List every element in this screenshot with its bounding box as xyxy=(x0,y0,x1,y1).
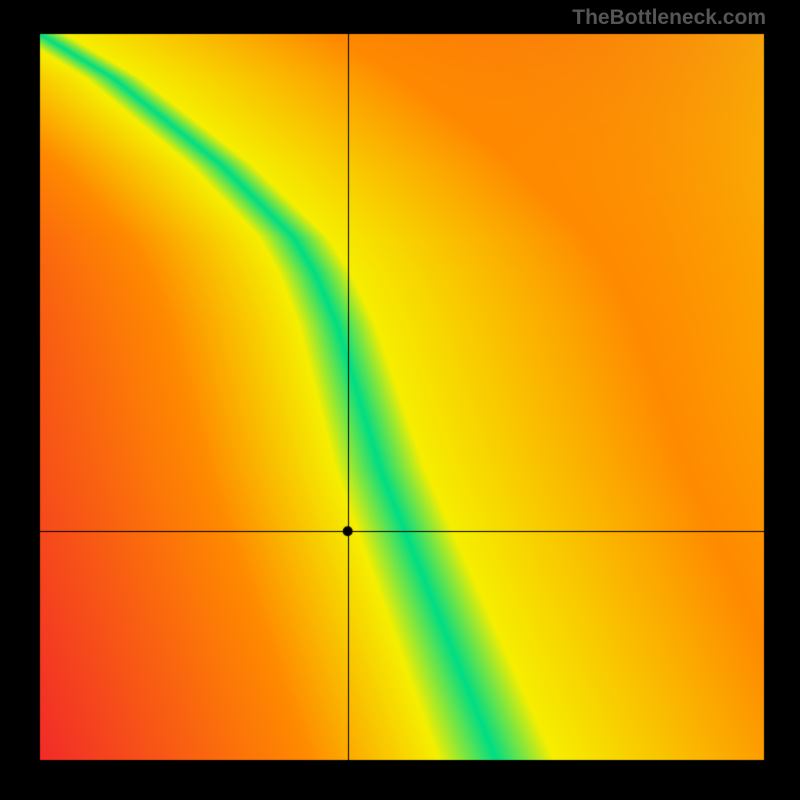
heatmap-container: TheBottleneck.com xyxy=(0,0,800,800)
heatmap-canvas xyxy=(0,0,800,800)
watermark-text: TheBottleneck.com xyxy=(572,6,766,30)
